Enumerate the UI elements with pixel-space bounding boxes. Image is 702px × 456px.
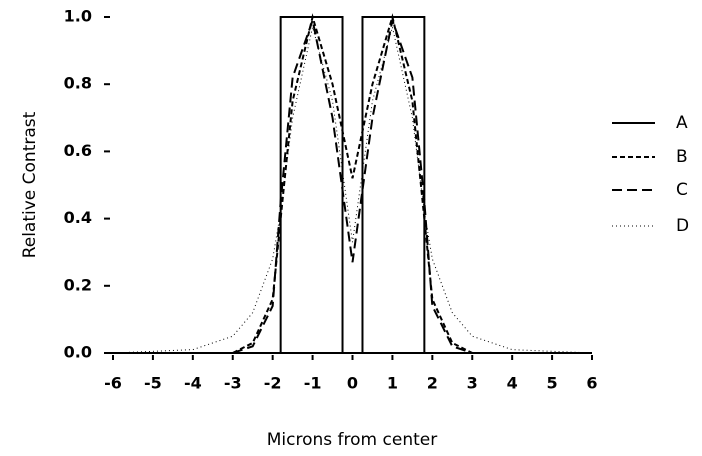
x-tick-label: -1 [304, 374, 322, 393]
legend-label: B [676, 147, 688, 167]
x-tick-label: 5 [547, 374, 558, 393]
line [113, 16, 592, 354]
x-axis-label: Microns from center [267, 430, 437, 450]
x-tick-label: 4 [507, 374, 518, 393]
legend-label: A [676, 113, 688, 133]
y-tick-label: 1.0 [64, 7, 92, 26]
x-tick-label: -4 [184, 374, 202, 393]
y-tick-label: 0.8 [64, 74, 92, 93]
x-tick-label: 6 [586, 374, 597, 393]
y-axis-label: Relative Contrast [20, 111, 40, 258]
x-tick-label: -6 [104, 374, 122, 393]
y-tick-label: 0.2 [64, 275, 92, 294]
y-tick-label: 0.0 [64, 343, 92, 362]
legend-label: C [676, 180, 688, 200]
x-tick-label: 2 [427, 374, 438, 393]
line [113, 13, 592, 354]
x-tick-label: 0 [347, 374, 358, 393]
y-tick-label: 0.6 [64, 141, 92, 160]
x-tick-label: -5 [144, 374, 162, 393]
x-tick-label: 1 [387, 374, 398, 393]
legend-label: D [676, 216, 689, 236]
line [112, 26, 593, 354]
x-tick-label: -2 [264, 374, 282, 393]
line [113, 16, 592, 354]
x-tick-label: -3 [224, 374, 242, 393]
y-tick-label: 0.4 [64, 208, 92, 227]
x-tick-label: 3 [467, 374, 478, 393]
